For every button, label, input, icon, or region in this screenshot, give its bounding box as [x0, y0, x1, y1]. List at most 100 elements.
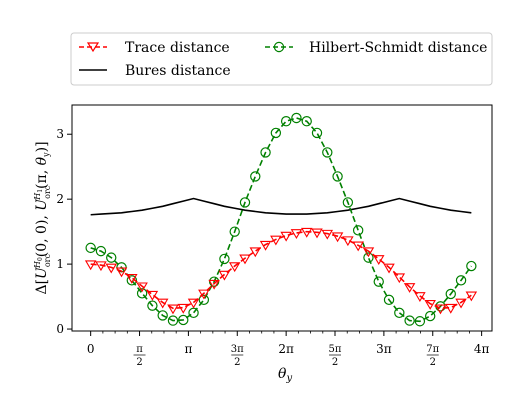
legend-trace-label: Trace distance: [125, 40, 230, 56]
legend-hs-label: Hilbert-Schmidt distance: [309, 40, 487, 56]
series-0-point-29: [383, 263, 395, 274]
x-tick-label-num-5: 5π: [329, 344, 342, 355]
series-2-point-37: [466, 260, 477, 272]
series-2-point-1: [95, 245, 107, 257]
series-0-point-32: [414, 292, 426, 303]
series-2-point-4: [126, 275, 138, 286]
series-0: [84, 227, 478, 315]
series-0-point-25: [342, 236, 354, 247]
series-0-point-34: [434, 304, 447, 315]
series-2-point-35: [445, 288, 456, 300]
series-2-point-20: [291, 112, 302, 124]
series-0-point-11: [198, 289, 210, 300]
legend-entry-bures: Bures distance: [79, 63, 231, 79]
series-0-point-37: [465, 291, 478, 302]
series-2: [85, 112, 477, 327]
series-2-point-24: [332, 171, 343, 182]
series-2-point-8: [167, 315, 179, 326]
series-0-point-3: [115, 267, 128, 278]
series-2-point-15: [239, 197, 251, 208]
series-2-point-30: [394, 307, 405, 319]
series-2-point-14: [229, 226, 240, 237]
svg-text:Δ[UorcH0(0, 0), UorcH1(π, θy)]: Δ[UorcH0(0, 0), UorcH1(π, θy)]: [33, 141, 52, 294]
y-tick-label-3: 3: [56, 127, 64, 141]
series-0-point-21: [300, 227, 313, 238]
series-0-point-26: [352, 241, 364, 252]
legend-bures-label: Bures distance: [125, 63, 231, 79]
series-0-point-13: [218, 270, 231, 281]
series-0-point-33: [424, 299, 436, 310]
series-2-point-25: [342, 197, 354, 208]
x-tick-label-den-1: 2: [136, 357, 142, 368]
legend-trace-marker: [86, 42, 100, 53]
series-0-point-8: [167, 304, 179, 315]
series-2-point-21: [301, 116, 312, 127]
series-2-point-36: [455, 275, 467, 286]
series-0-point-20: [290, 229, 303, 240]
series-2-point-31: [404, 315, 415, 326]
y-tick-label-1: 1: [56, 257, 64, 271]
series-0-point-5: [136, 282, 148, 293]
series-0-point-0: [84, 260, 97, 271]
legend-entry-trace: Trace distance: [79, 40, 230, 56]
series-2-point-2: [106, 252, 117, 263]
plot-frame: [71, 104, 493, 332]
series-2-point-28: [373, 276, 384, 287]
series-2-point-18: [270, 127, 282, 139]
series-2-point-9: [178, 314, 189, 326]
series-2-point-22: [311, 127, 323, 139]
series-2-point-16: [250, 171, 261, 182]
x-tick-label-den-7: 2: [430, 357, 436, 368]
series-2-point-32: [414, 316, 426, 327]
series-2-point-13: [219, 253, 230, 265]
legend-frame: [70, 32, 493, 86]
x-axis-label: θy: [278, 366, 292, 384]
series-2-point-33: [424, 310, 436, 322]
series-2-point-0: [85, 242, 96, 254]
series-0-point-19: [280, 231, 292, 242]
series-0-point-24: [331, 232, 344, 243]
x-tick-label-0: 0: [87, 342, 95, 356]
x-tick-label-2: π: [184, 342, 192, 356]
y-axis-label: Δ[UorcH0(0, 0), UorcH1(π, θy)]: [33, 141, 52, 294]
series-0-point-6: [146, 290, 159, 301]
series-2-point-5: [136, 288, 148, 299]
series-2-point-7: [157, 310, 168, 321]
series-2-point-27: [363, 252, 374, 263]
series-2-point-17: [260, 147, 271, 158]
series-0-point-7: [156, 298, 169, 309]
series-line-0: [90, 230, 472, 310]
series-2-point-6: [147, 300, 158, 311]
y-tick-label-2: 2: [56, 192, 64, 206]
series-0-point-9: [177, 303, 190, 314]
series-0-point-1: [95, 261, 107, 272]
x-tick-label-num-1: π: [136, 344, 143, 355]
x-tick-label-den-3: 2: [234, 357, 240, 368]
series-2-point-19: [280, 116, 292, 127]
series-0-point-31: [403, 283, 416, 293]
x-tick-label-4: 2π: [278, 342, 294, 356]
series-0-point-30: [393, 273, 406, 284]
series-0-point-2: [105, 263, 118, 274]
legend: Trace distance Hilbert-Schmidt distance …: [70, 32, 493, 86]
series-0-point-4: [126, 273, 138, 284]
series-2-point-11: [198, 294, 210, 306]
series-0-point-28: [372, 255, 385, 266]
series-0-point-16: [249, 247, 262, 258]
series-2-point-26: [352, 225, 364, 236]
x-tick-label-num-3: 3π: [231, 344, 244, 355]
series-0-point-23: [321, 229, 334, 240]
x-tick-label-8: 4π: [474, 342, 490, 356]
series-2-point-23: [322, 147, 333, 158]
series-0-point-17: [259, 240, 272, 251]
series-2-point-10: [188, 307, 199, 319]
series-0-point-36: [455, 298, 467, 309]
series-line-1: [90, 197, 472, 216]
series-2-point-29: [383, 294, 395, 306]
series-0-point-12: [208, 279, 220, 290]
series-0-point-22: [311, 228, 323, 239]
series-layer: [84, 112, 478, 327]
